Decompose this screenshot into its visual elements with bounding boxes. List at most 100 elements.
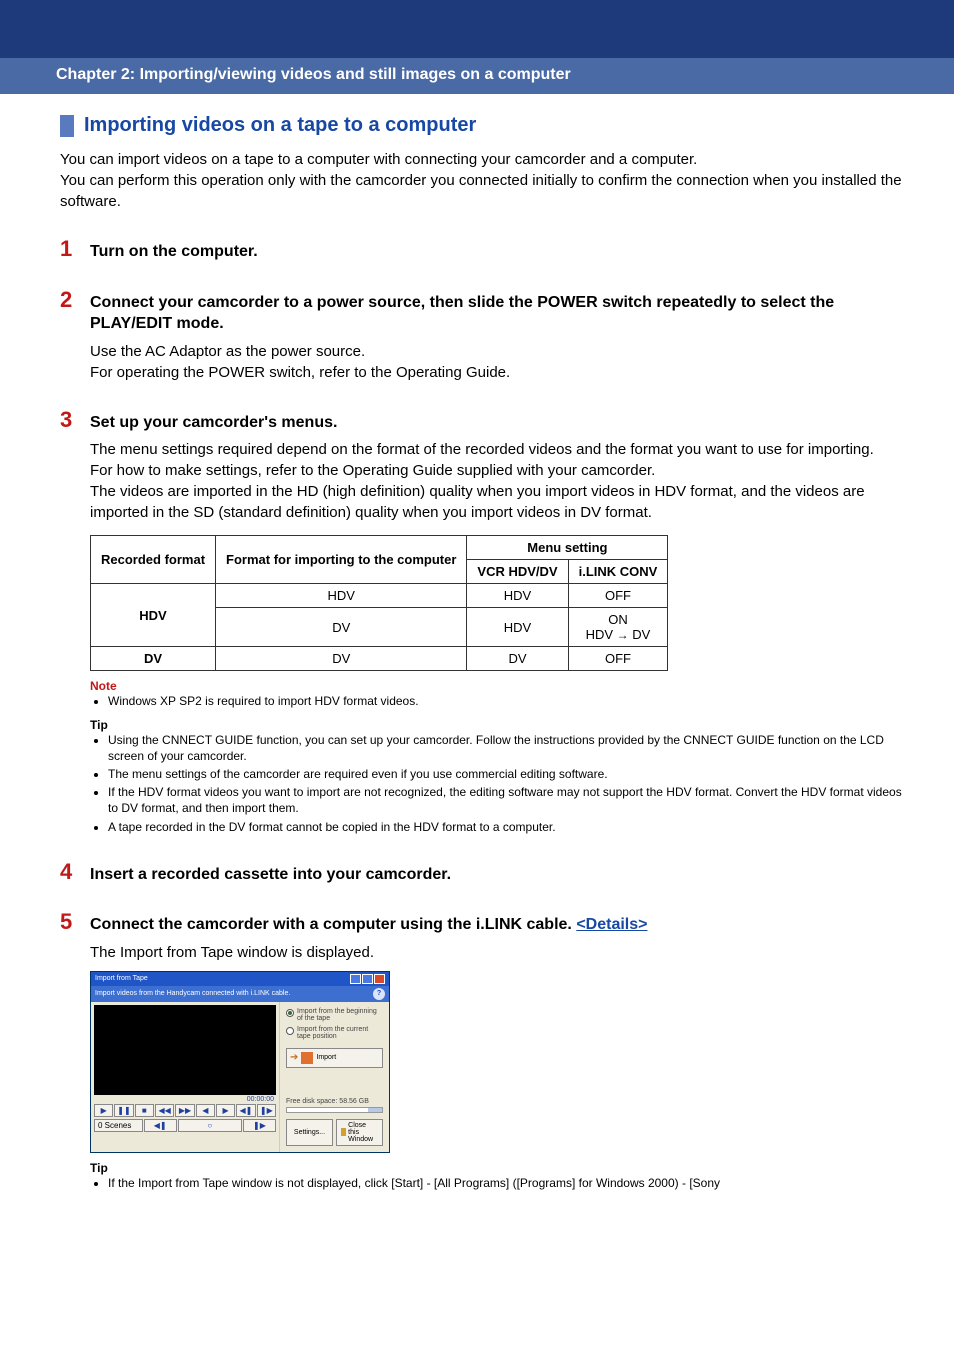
table-cell: OFF — [568, 647, 668, 671]
top-bar — [0, 0, 954, 58]
prev-button[interactable]: ◀ — [196, 1104, 215, 1117]
window-titlebar: Import from Tape — [91, 972, 389, 986]
table-cell: HDV — [467, 584, 568, 608]
tip-item: A tape recorded in the DV format cannot … — [108, 819, 914, 835]
step-title: Insert a recorded cassette into your cam… — [90, 864, 451, 886]
step-3: 3 Set up your camcorder's menus. The men… — [60, 407, 914, 835]
video-preview — [94, 1005, 276, 1095]
next-button[interactable]: ▶ — [216, 1104, 235, 1117]
details-link[interactable]: <Details> — [576, 916, 647, 933]
import-button[interactable]: ➔ Import — [286, 1048, 383, 1068]
step-back-button[interactable]: ◀❚ — [236, 1104, 255, 1117]
table-cell: OFF — [568, 584, 668, 608]
tip-label: Tip — [90, 718, 914, 732]
arrow-icon: ➔ — [290, 1052, 298, 1063]
radio-import-beginning[interactable]: Import from the beginning of the tape — [286, 1008, 383, 1022]
step-2: 2 Connect your camcorder to a power sour… — [60, 287, 914, 383]
step-body-line: For operating the POWER switch, refer to… — [90, 362, 914, 383]
note-label: Note — [90, 679, 914, 693]
options-panel: Import from the beginning of the tape Im… — [279, 1002, 389, 1152]
arrow-icon — [617, 627, 629, 642]
content: Importing videos on a tape to a computer… — [0, 94, 954, 1191]
td-rec-hdv: HDV — [91, 584, 216, 647]
frame-rew-button[interactable]: ◀❚ — [144, 1119, 177, 1132]
play-button[interactable]: ▶ — [94, 1104, 113, 1117]
import-label: Import — [316, 1054, 336, 1061]
frame-fwd-button[interactable]: ❚▶ — [243, 1119, 276, 1132]
td-rec-dv: DV — [91, 647, 216, 671]
pause-button[interactable]: ❚❚ — [114, 1104, 133, 1117]
step-title: Connect your camcorder to a power source… — [90, 292, 914, 335]
radio-icon — [286, 1027, 294, 1035]
step-title: Connect the camcorder with a computer us… — [90, 914, 647, 936]
table-cell: DV — [216, 647, 467, 671]
disk-space-fill — [368, 1108, 382, 1112]
step-title-text: Connect the camcorder with a computer us… — [90, 916, 576, 933]
title-marker — [60, 115, 74, 137]
help-icon[interactable]: ? — [373, 988, 385, 1000]
table-cell: ON HDV DV — [568, 608, 668, 647]
th-recorded: Recorded format — [91, 536, 216, 584]
step-body-line: The Import from Tape window is displayed… — [90, 942, 914, 963]
disk-space-bar — [286, 1107, 383, 1113]
intro-text: You can import videos on a tape to a com… — [60, 149, 914, 212]
step-number: 2 — [60, 287, 90, 313]
window-subtitle-bar: Import videos from the Handycam connecte… — [91, 986, 389, 1002]
th-importfmt: Format for importing to the computer — [216, 536, 467, 584]
maximize-icon[interactable] — [362, 974, 373, 984]
step-title: Set up your camcorder's menus. — [90, 412, 337, 434]
close-label: Close this Window — [348, 1122, 378, 1143]
settings-button[interactable]: Settings... — [286, 1119, 333, 1146]
step-body-line: The menu settings required depend on the… — [90, 439, 914, 460]
step-5: 5 Connect the camcorder with a computer … — [60, 909, 914, 1191]
window-title: Import from Tape — [95, 975, 148, 982]
th-vcr: VCR HDV/DV — [467, 560, 568, 584]
shuttle-slider[interactable]: ○ — [178, 1119, 242, 1132]
preview-panel: 00:00:00 ▶ ❚❚ ■ ◀◀ ▶▶ ◀ ▶ ◀❚ ❚▶ 0 Scenes — [91, 1002, 279, 1152]
step-number: 3 — [60, 407, 90, 433]
table-cell: HDV — [467, 608, 568, 647]
step-number: 4 — [60, 859, 90, 885]
th-ilink: i.LINK CONV — [568, 560, 668, 584]
page-title: Importing videos on a tape to a computer — [84, 114, 476, 137]
radio-icon — [286, 1009, 294, 1017]
tip-item: If the HDV format videos you want to imp… — [108, 784, 914, 816]
cell-text: ON — [608, 612, 628, 627]
step-body-line: Use the AC Adaptor as the power source. — [90, 341, 914, 362]
close-window-button[interactable]: Close this Window — [336, 1119, 383, 1146]
table-cell: DV — [467, 647, 568, 671]
import-window-screenshot: Import from Tape Import videos from the … — [90, 971, 390, 1153]
timecode: 00:00:00 — [94, 1095, 276, 1104]
table-cell: HDV — [216, 584, 467, 608]
fast-forward-button[interactable]: ▶▶ — [175, 1104, 194, 1117]
free-space-label: Free disk space: 58.56 GB — [286, 1068, 383, 1105]
note-item: Windows XP SP2 is required to import HDV… — [108, 693, 914, 709]
format-table: Recorded format Format for importing to … — [90, 535, 668, 671]
step-title: Turn on the computer. — [90, 241, 258, 263]
step-fwd-button[interactable]: ❚▶ — [257, 1104, 276, 1117]
minimize-icon[interactable] — [350, 974, 361, 984]
tape-icon — [301, 1052, 313, 1064]
table-cell: DV — [216, 608, 467, 647]
radio-import-current[interactable]: Import from the current tape position — [286, 1026, 383, 1040]
cell-text: DV — [629, 627, 651, 642]
step-body-line: For how to make settings, refer to the O… — [90, 460, 914, 481]
close-icon[interactable] — [374, 974, 385, 984]
radio-label: Import from the beginning of the tape — [297, 1008, 383, 1022]
th-menu: Menu setting — [467, 536, 668, 560]
cell-text: HDV — [586, 627, 617, 642]
tip-item: The menu settings of the camcorder are r… — [108, 766, 914, 782]
tip-item: Using the CNNECT GUIDE function, you can… — [108, 732, 914, 764]
radio-label: Import from the current tape position — [297, 1026, 383, 1040]
chapter-header: Chapter 2: Importing/viewing videos and … — [0, 58, 954, 94]
scenes-button[interactable]: 0 Scenes — [94, 1119, 143, 1132]
step-1: 1 Turn on the computer. — [60, 236, 914, 263]
tip-item: If the Import from Tape window is not di… — [108, 1175, 914, 1191]
tip-label: Tip — [90, 1161, 914, 1175]
step-body-line: The videos are imported in the HD (high … — [90, 481, 914, 523]
rewind-button[interactable]: ◀◀ — [155, 1104, 174, 1117]
step-number: 5 — [60, 909, 90, 935]
step-number: 1 — [60, 236, 90, 262]
stop-button[interactable]: ■ — [135, 1104, 154, 1117]
step-4: 4 Insert a recorded cassette into your c… — [60, 859, 914, 886]
